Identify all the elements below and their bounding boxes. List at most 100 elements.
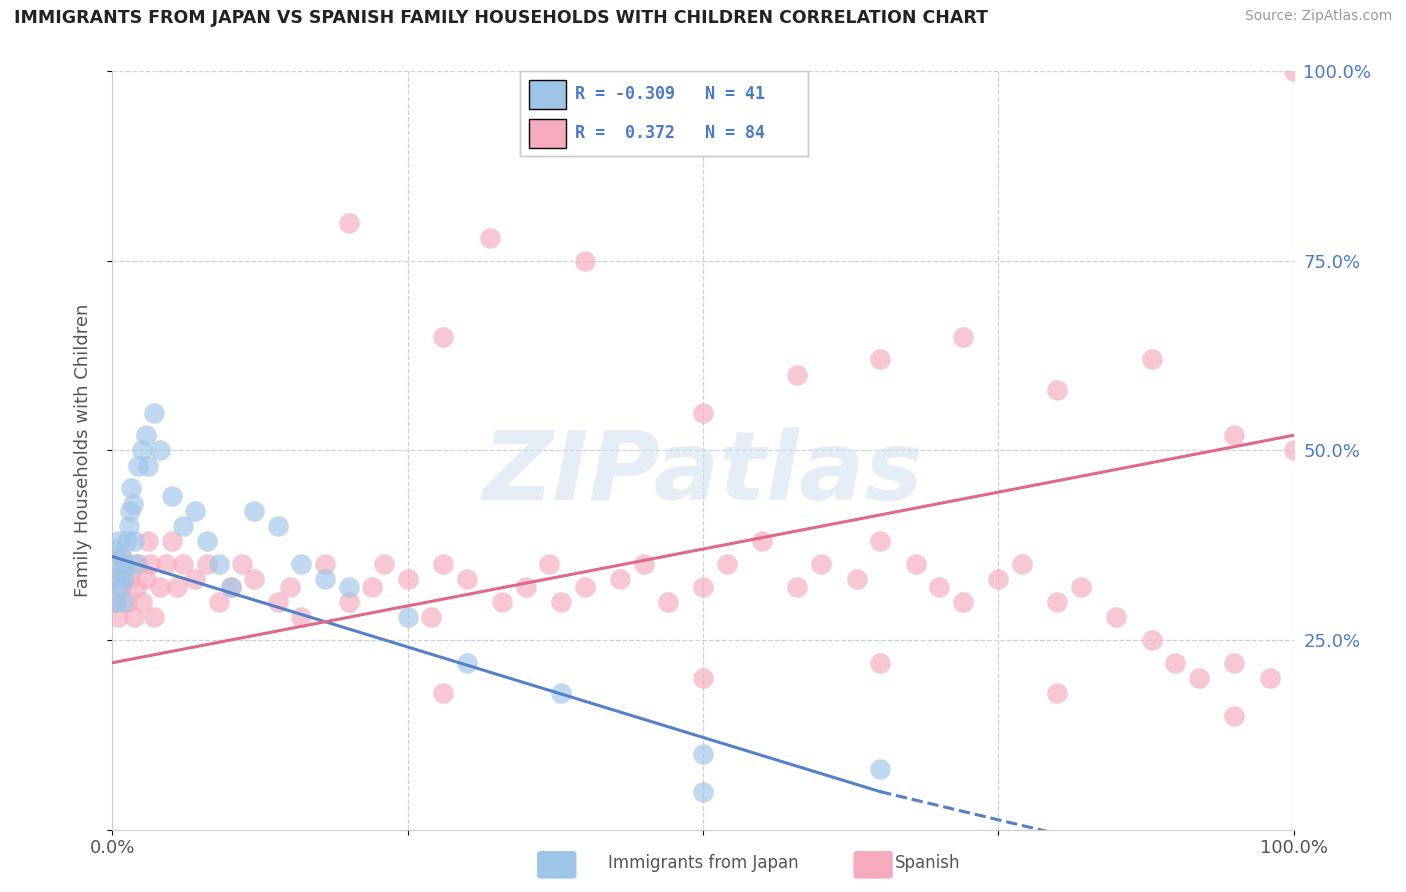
- Point: [1140, 352, 1163, 367]
- Text: R =  0.372   N = 84: R = 0.372 N = 84: [575, 124, 765, 142]
- Point: [160, 534, 183, 549]
- Point: [810, 557, 832, 572]
- Point: [208, 557, 231, 572]
- Point: [314, 573, 336, 587]
- Point: [219, 580, 242, 594]
- Point: [692, 580, 714, 594]
- Point: [1188, 671, 1211, 685]
- Point: [219, 580, 242, 594]
- Point: [135, 428, 157, 442]
- Y-axis label: Family Households with Children: Family Households with Children: [73, 304, 91, 597]
- Point: [1164, 656, 1187, 670]
- Point: [136, 458, 159, 473]
- Point: [125, 557, 148, 572]
- Point: [112, 573, 135, 587]
- Point: [195, 557, 218, 572]
- Point: [184, 504, 207, 518]
- Point: [987, 573, 1010, 587]
- Point: [550, 686, 572, 700]
- Point: [869, 656, 891, 670]
- Point: [267, 595, 290, 609]
- Point: [479, 231, 502, 245]
- Text: IMMIGRANTS FROM JAPAN VS SPANISH FAMILY HOUSEHOLDS WITH CHILDREN CORRELATION CHA: IMMIGRANTS FROM JAPAN VS SPANISH FAMILY …: [14, 9, 988, 27]
- Point: [574, 253, 596, 268]
- Text: Spanish: Spanish: [896, 855, 960, 872]
- Point: [869, 352, 891, 367]
- Point: [149, 580, 172, 594]
- Point: [120, 573, 142, 587]
- Point: [111, 549, 134, 564]
- Point: [166, 580, 188, 594]
- Point: [1046, 686, 1069, 700]
- Point: [290, 557, 312, 572]
- Point: [105, 573, 128, 587]
- Point: [952, 595, 974, 609]
- Point: [1046, 595, 1069, 609]
- Point: [1011, 557, 1033, 572]
- Point: [1282, 64, 1305, 78]
- Point: [120, 482, 142, 496]
- Point: [131, 443, 153, 458]
- Point: [127, 557, 149, 572]
- Point: [786, 368, 808, 382]
- Point: [105, 557, 128, 572]
- Point: [103, 573, 125, 587]
- Point: [692, 405, 714, 420]
- Point: [337, 216, 360, 230]
- Point: [456, 573, 478, 587]
- Point: [122, 534, 145, 549]
- Point: [231, 557, 253, 572]
- Point: [904, 557, 927, 572]
- Point: [184, 573, 207, 587]
- Point: [337, 595, 360, 609]
- Point: [716, 557, 738, 572]
- Point: [278, 580, 301, 594]
- Point: [869, 762, 891, 776]
- Point: [786, 580, 808, 594]
- Point: [550, 595, 572, 609]
- Point: [1105, 610, 1128, 624]
- Point: [172, 557, 194, 572]
- Point: [118, 519, 141, 533]
- Point: [104, 541, 127, 557]
- Point: [952, 330, 974, 344]
- Point: [121, 496, 143, 510]
- Point: [112, 595, 135, 609]
- Point: [195, 534, 218, 549]
- Point: [1140, 633, 1163, 648]
- Point: [1223, 428, 1246, 442]
- Point: [115, 534, 138, 549]
- Point: [112, 557, 135, 572]
- Point: [290, 610, 312, 624]
- Point: [131, 595, 153, 609]
- Point: [432, 557, 454, 572]
- Point: [538, 557, 561, 572]
- Point: [107, 610, 129, 624]
- Point: [337, 580, 360, 594]
- Point: [136, 534, 159, 549]
- Point: [125, 580, 148, 594]
- Point: [1046, 383, 1069, 397]
- Point: [111, 565, 134, 579]
- Point: [208, 595, 231, 609]
- Point: [361, 580, 384, 594]
- Point: [692, 671, 714, 685]
- Point: [105, 595, 128, 609]
- Point: [155, 557, 177, 572]
- Point: [135, 573, 157, 587]
- Point: [845, 573, 868, 587]
- Point: [114, 557, 136, 572]
- Point: [127, 458, 149, 473]
- Point: [657, 595, 679, 609]
- Point: [633, 557, 655, 572]
- Point: [110, 580, 132, 594]
- Point: [751, 534, 773, 549]
- Point: [396, 573, 419, 587]
- Point: [1223, 708, 1246, 723]
- FancyBboxPatch shape: [529, 80, 567, 109]
- Point: [122, 610, 145, 624]
- Point: [104, 595, 127, 609]
- Point: [396, 610, 419, 624]
- Point: [115, 595, 138, 609]
- Point: [149, 443, 172, 458]
